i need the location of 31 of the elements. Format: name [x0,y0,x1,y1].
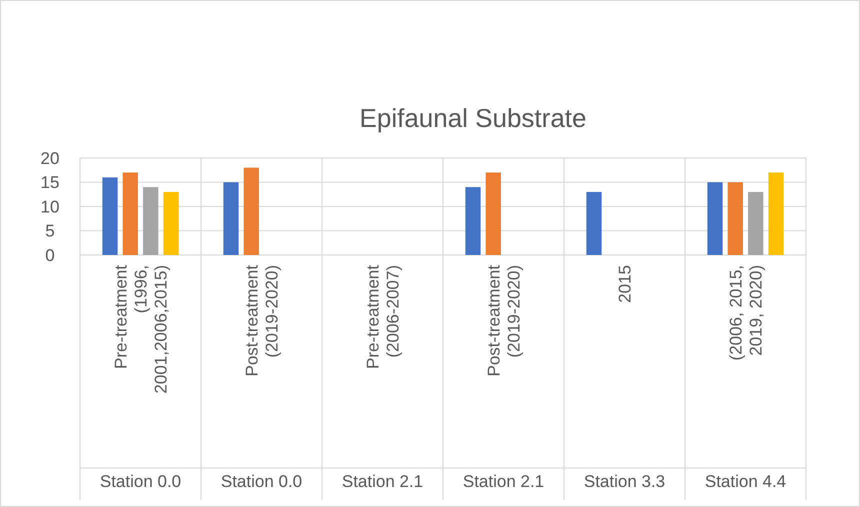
bar [223,182,239,255]
x-tick-label: Post-treatment (2019-2020) [242,264,282,376]
y-tick-label: 5 [45,222,55,241]
y-tick-label: 10 [40,197,60,216]
text: Station 3.3 [584,472,666,491]
bar [465,187,481,255]
bar [143,187,158,255]
bar [122,172,138,255]
text: Station 2.1 [342,472,424,491]
y-tick-label: 15 [40,173,60,192]
bar [707,182,723,255]
x-tick-label: (2006, 2015, 2019, 2020) [726,265,766,360]
x-tick-label: Post-treatment (2019-2020) [484,264,524,376]
text: Station 2.1 [462,472,544,491]
bar [768,172,784,255]
bar [586,192,602,255]
bar [244,168,259,255]
x-tick-label: Pre-treatment (2006-2007) [363,264,402,369]
bar [163,192,179,255]
bar [102,177,118,255]
x-tick-label: 2015 [615,265,634,303]
chart-title: Epifaunal Substrate [360,103,586,133]
y-tick-label: 0 [45,246,55,265]
text: Station 4.4 [704,472,786,491]
bar [728,182,743,255]
text: Station 0.0 [220,472,302,491]
text: Station 0.0 [100,472,182,491]
bar [748,192,764,255]
y-tick-label: 20 [40,148,60,168]
bar [486,172,501,255]
x-tick-label: Pre-treatment (1996, 2001,2006,2015) [111,264,170,394]
